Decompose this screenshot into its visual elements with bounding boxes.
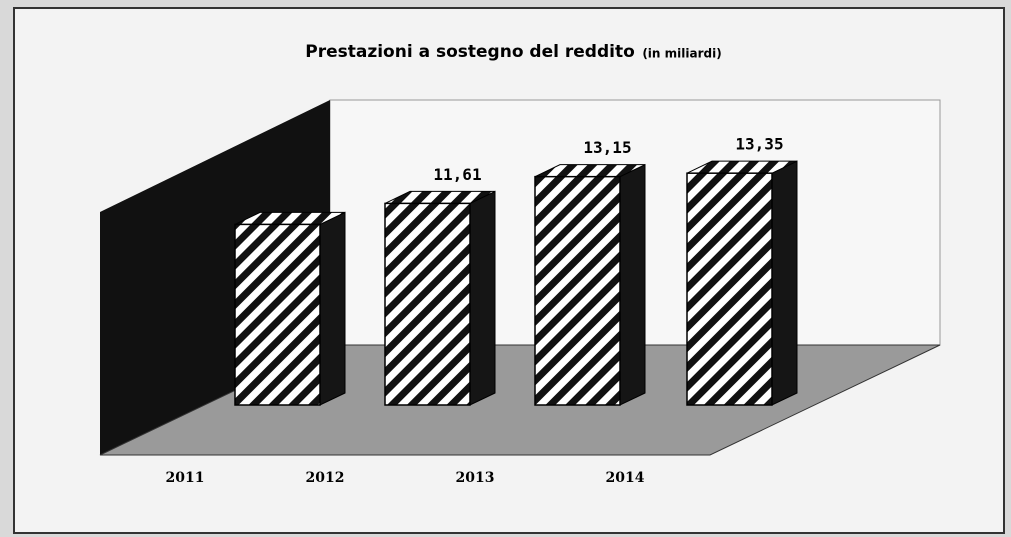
bar-side	[771, 160, 798, 406]
chart-subtitle: (in miliardi)	[642, 47, 721, 61]
x-tick-label: 2014	[606, 470, 645, 486]
bar	[534, 175, 621, 406]
bar-side	[319, 211, 346, 406]
x-tick-label: 2011	[166, 470, 205, 486]
bar-side	[619, 163, 646, 406]
bar-side	[469, 190, 496, 406]
bars	[234, 160, 798, 406]
value-label: 11,61	[433, 165, 481, 184]
bar	[384, 202, 471, 406]
value-label: 13,15	[583, 138, 631, 157]
bar	[686, 172, 773, 406]
x-tick-label: 2013	[456, 470, 495, 486]
chart-title: Prestazioni a sostegno del reddito	[305, 42, 635, 62]
value-label: 13,35	[735, 135, 783, 154]
bar	[234, 223, 321, 406]
x-tick-label: 2012	[306, 470, 345, 486]
